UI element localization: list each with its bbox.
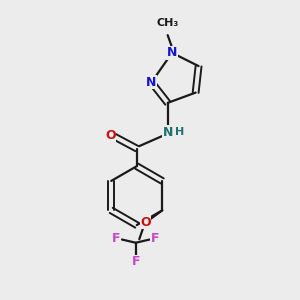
Text: O: O (105, 129, 116, 142)
Text: H: H (176, 127, 185, 137)
Text: N: N (167, 46, 177, 59)
Text: CH₃: CH₃ (157, 18, 179, 28)
Text: F: F (151, 232, 159, 245)
Text: F: F (112, 232, 121, 245)
Text: N: N (163, 126, 173, 139)
Text: O: O (140, 216, 151, 229)
Text: F: F (131, 255, 140, 268)
Text: N: N (146, 76, 157, 89)
